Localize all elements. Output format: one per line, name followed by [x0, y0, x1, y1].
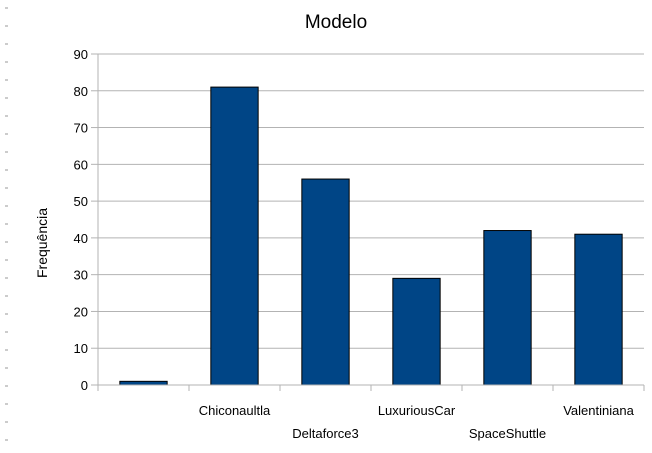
- bars: [119, 86, 623, 386]
- gridlines: [91, 53, 644, 386]
- y-tick-label: 30: [74, 268, 88, 283]
- bar: [483, 230, 532, 386]
- y-tick-label: 10: [74, 341, 88, 356]
- bar: [392, 277, 441, 386]
- y-axis-label: Frequência: [34, 208, 50, 278]
- x-tick-label: Chiconaultla: [199, 403, 271, 418]
- y-tick-label: 20: [74, 304, 88, 319]
- x-tick-label: Deltaforce3: [292, 426, 358, 441]
- left-margin-marks: [5, 7, 8, 441]
- axes: [97, 54, 645, 391]
- y-tick-label: 90: [74, 47, 88, 62]
- bar: [574, 233, 623, 386]
- x-tick-label: Valentiniana: [563, 403, 634, 418]
- bar: [210, 86, 259, 386]
- y-tick-label: 80: [74, 84, 88, 99]
- y-tick-labels: 0 10 20 30 40 50 60 70 80 90: [74, 47, 88, 393]
- y-tick-label: 0: [81, 378, 88, 393]
- x-tick-label: SpaceShuttle: [469, 426, 546, 441]
- y-tick-label: 70: [74, 121, 88, 136]
- bar: [119, 380, 168, 386]
- y-tick-label: 50: [74, 194, 88, 209]
- chart-title: Modelo: [305, 12, 367, 33]
- x-tick-labels: Chiconaultla Deltaforce3 LuxuriousCar Space…: [199, 403, 635, 441]
- y-tick-label: 60: [74, 157, 88, 172]
- bar: [301, 178, 350, 386]
- y-tick-label: 40: [74, 231, 88, 246]
- x-tick-label: LuxuriousCar: [378, 403, 456, 418]
